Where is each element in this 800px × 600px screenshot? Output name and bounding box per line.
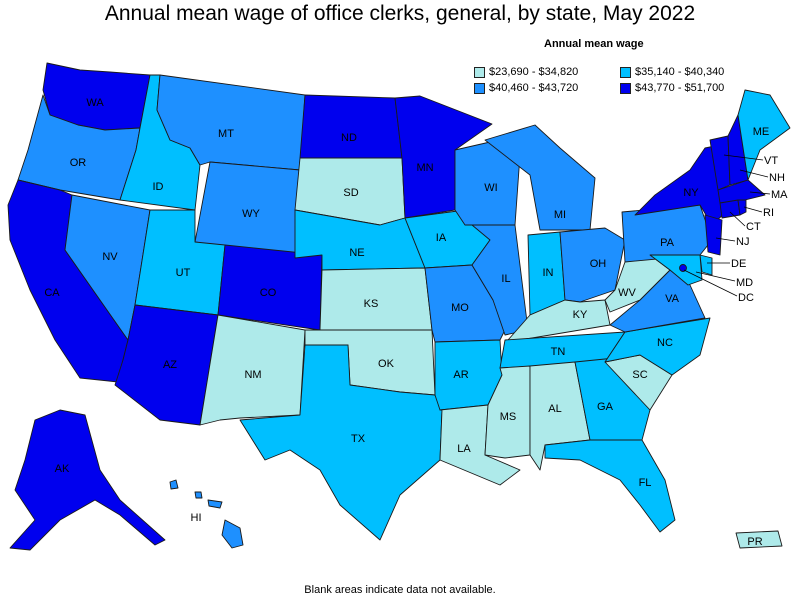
- footnote: Blank areas indicate data not available.: [304, 584, 496, 596]
- label-ut: UT: [176, 267, 191, 279]
- state-ri[interactable]: [737, 199, 747, 216]
- label-wv: WV: [618, 287, 636, 299]
- label-id: ID: [153, 181, 164, 193]
- label-ri: RI: [763, 207, 774, 219]
- label-ky: KY: [573, 309, 588, 321]
- label-vt: VT: [764, 155, 778, 167]
- leader-md: [695, 271, 736, 282]
- legend-label-2: $35,140 - $40,340: [635, 66, 725, 78]
- label-ok: OK: [378, 358, 395, 370]
- label-ar: AR: [453, 369, 468, 381]
- state-ky[interactable]: [507, 299, 611, 341]
- state-pa[interactable]: [621, 204, 713, 263]
- label-al: AL: [548, 403, 561, 415]
- label-il: IL: [501, 273, 510, 285]
- label-or: OR: [70, 157, 87, 169]
- hawaii-island-oahu: [194, 491, 203, 499]
- leader-dc: [683, 269, 738, 297]
- state-il[interactable]: [471, 224, 529, 336]
- state-nd[interactable]: [299, 94, 403, 159]
- legend-label-1: $23,690 - $34,820: [489, 66, 579, 78]
- label-la: LA: [457, 443, 471, 455]
- label-tn: TN: [551, 346, 566, 358]
- label-ct: CT: [746, 221, 761, 233]
- legend-label-4: $43,770 - $51,700: [635, 82, 725, 94]
- label-ms: MS: [500, 411, 517, 423]
- leader-ri: [743, 206, 763, 213]
- label-ga: GA: [597, 401, 614, 413]
- label-sd: SD: [343, 187, 358, 199]
- label-hi: HI: [191, 512, 202, 524]
- label-in: IN: [543, 267, 554, 279]
- label-pr: PR: [747, 536, 762, 548]
- legend-swatch-1: [474, 66, 485, 78]
- legend-item-3: $40,460 - $43,720: [474, 82, 578, 94]
- label-ny: NY: [683, 187, 699, 199]
- legend-label-3: $40,460 - $43,720: [489, 82, 579, 94]
- label-nm: NM: [244, 369, 261, 381]
- legend-item-2: $35,140 - $40,340: [620, 66, 724, 78]
- label-nc: NC: [657, 337, 673, 349]
- label-sc: SC: [632, 369, 647, 381]
- legend-title: Annual mean wage: [544, 38, 644, 50]
- callouts: VT NH MA RI CT NJ DE MD DC: [683, 154, 788, 304]
- label-ne: NE: [349, 247, 364, 259]
- map-title: Annual mean wage of office clerks, gener…: [104, 2, 696, 25]
- legend-item-1: $23,690 - $34,820: [474, 66, 578, 78]
- label-md: MD: [736, 277, 753, 289]
- label-mt: MT: [218, 128, 234, 140]
- label-pa: PA: [660, 237, 675, 249]
- state-ak[interactable]: [9, 409, 166, 551]
- label-tx: TX: [351, 433, 366, 445]
- leader-nh: [739, 169, 769, 178]
- hawaii-islands: [169, 479, 244, 549]
- label-oh: OH: [590, 258, 607, 270]
- label-mn: MN: [416, 162, 433, 174]
- leader-ct: [729, 211, 746, 227]
- label-ia: IA: [436, 232, 447, 244]
- label-ks: KS: [364, 298, 379, 310]
- leader-nj: [715, 237, 736, 242]
- label-de: DE: [731, 258, 746, 270]
- state-pr[interactable]: [735, 530, 783, 549]
- label-ak: AK: [55, 463, 70, 475]
- label-mo: MO: [451, 302, 469, 314]
- state-dc[interactable]: [679, 264, 687, 272]
- label-wa: WA: [86, 97, 104, 109]
- state-mi[interactable]: [484, 124, 596, 231]
- state-labels: WA OR CA ID NV MT WY UT AZ CO NM ND SD N…: [44, 97, 769, 548]
- state-hi[interactable]: [221, 519, 244, 549]
- legend-swatch-3: [474, 82, 485, 94]
- legend-swatch-4: [620, 82, 631, 94]
- hawaii-island-kauai: [169, 479, 179, 490]
- state-ct[interactable]: [719, 199, 741, 219]
- legend: Annual mean wage $23,690 - $34,820 $35,1…: [466, 36, 796, 100]
- label-co: CO: [260, 287, 277, 299]
- legend-item-4: $43,770 - $51,700: [620, 82, 724, 94]
- label-va: VA: [665, 293, 680, 305]
- label-wy: WY: [242, 208, 260, 220]
- label-me: ME: [753, 126, 770, 138]
- leader-vt: [723, 154, 764, 161]
- label-nv: NV: [102, 251, 118, 263]
- label-az: AZ: [163, 359, 177, 371]
- label-dc: DC: [738, 292, 754, 304]
- label-mi: MI: [554, 209, 566, 221]
- leader-ma: [749, 191, 771, 195]
- label-fl: FL: [639, 477, 652, 489]
- label-ca: CA: [44, 287, 60, 299]
- label-wi: WI: [484, 182, 497, 194]
- label-nh: NH: [769, 172, 785, 184]
- state-ma[interactable]: [717, 179, 766, 204]
- state-nj[interactable]: [704, 214, 723, 256]
- state-tx[interactable]: [239, 344, 443, 541]
- label-ma: MA: [771, 189, 788, 201]
- state-fl[interactable]: [544, 439, 676, 533]
- hawaii-island-maui: [207, 499, 223, 509]
- label-nd: ND: [341, 132, 357, 144]
- state-md[interactable]: [649, 254, 703, 286]
- legend-swatch-2: [620, 66, 631, 78]
- label-nj: NJ: [736, 236, 749, 248]
